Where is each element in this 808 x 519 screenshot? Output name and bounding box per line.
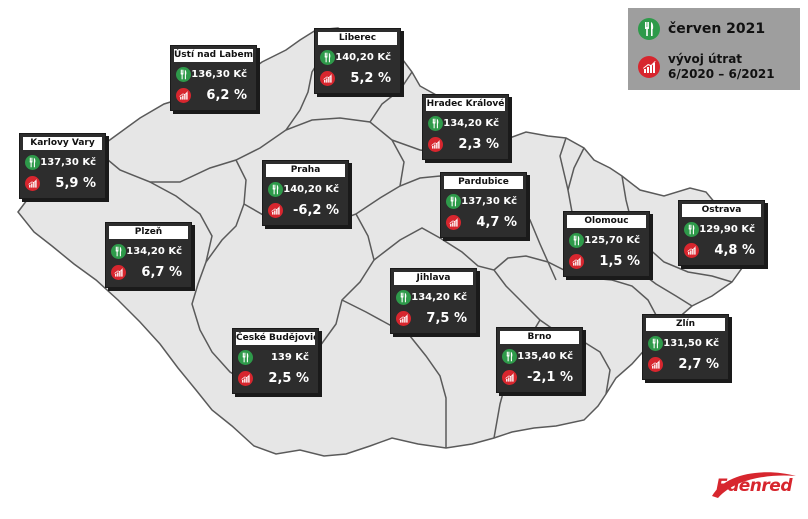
region-change: 5,2 % [350, 71, 391, 86]
legend-change-label: vývoj útrat [668, 52, 743, 66]
region-change: 2,5 % [268, 371, 309, 386]
region-name: Ostrava [682, 204, 761, 217]
region-price: 134,20 Kč [443, 118, 499, 129]
fork-knife-icon [428, 116, 443, 131]
bar-chart-icon [684, 243, 699, 258]
region-price: 125,70 Kč [584, 235, 640, 246]
region-price: 137,30 Kč [461, 196, 517, 207]
region-change: 2,7 % [678, 357, 719, 372]
region-price: 136,30 Kč [191, 69, 247, 80]
region-card: Jihlava 134,20 Kč 7,5 % [390, 268, 477, 334]
region-name: Olomouc [567, 215, 646, 228]
edenred-logo: Edenred [706, 466, 802, 508]
region-card: Ostrava 129,90 Kč 4,8 % [678, 200, 765, 266]
region-name: Karlovy Vary [23, 137, 102, 150]
region-card: Hradec Králové 134,20 Kč 2,3 % [422, 94, 509, 160]
region-change: 5,9 % [55, 176, 96, 191]
bar-chart-icon [268, 203, 283, 218]
region-card: Ústí nad Labem 136,30 Kč 6,2 % [170, 45, 257, 111]
region-card: Zlín 131,50 Kč 2,7 % [642, 314, 729, 380]
region-price: 134,20 Kč [126, 246, 182, 257]
region-price: 134,20 Kč [411, 292, 467, 303]
fork-knife-icon [638, 18, 660, 40]
region-price: 139 Kč [270, 352, 309, 363]
bar-chart-icon [396, 311, 411, 326]
bar-chart-icon [648, 357, 663, 372]
region-change: 7,5 % [426, 311, 467, 326]
region-card: Karlovy Vary 137,30 Kč 5,9 % [19, 133, 106, 199]
region-name: Liberec [318, 32, 397, 45]
region-name: Praha [266, 164, 345, 177]
fork-knife-icon [268, 182, 283, 197]
region-card: České Budějovice 139 Kč 2,5 % [232, 328, 319, 394]
region-change: 6,7 % [141, 265, 182, 280]
bar-chart-icon [569, 254, 584, 269]
region-price: 140,20 Kč [283, 184, 339, 195]
region-change: -2,1 % [527, 370, 573, 385]
region-change: 1,5 % [599, 254, 640, 269]
fork-knife-icon [502, 349, 517, 364]
fork-knife-icon [25, 155, 40, 170]
bar-chart-icon [638, 56, 660, 78]
region-change: 4,8 % [714, 243, 755, 258]
fork-knife-icon [684, 222, 699, 237]
region-change: 4,7 % [476, 215, 517, 230]
bar-chart-icon [428, 137, 443, 152]
bar-chart-icon [176, 88, 191, 103]
region-name: České Budějovice [236, 332, 315, 345]
edenred-logo-text: Edenred [716, 476, 793, 496]
fork-knife-icon [320, 50, 335, 65]
region-change: -6,2 % [293, 203, 339, 218]
edenred-logo-swoosh [712, 472, 796, 498]
region-name: Hradec Králové [426, 98, 505, 111]
region-price: 137,30 Kč [40, 157, 96, 168]
region-change: 6,2 % [206, 88, 247, 103]
region-name: Ústí nad Labem [174, 49, 253, 62]
fork-knife-icon [569, 233, 584, 248]
region-change: 2,3 % [458, 137, 499, 152]
fork-knife-icon [396, 290, 411, 305]
bar-chart-icon [238, 371, 253, 386]
legend: červen 2021 vývoj útrat 6/2020 – 6/2021 [628, 8, 800, 90]
fork-knife-icon [176, 67, 191, 82]
region-card: Pardubice 137,30 Kč 4,7 % [440, 172, 527, 238]
bar-chart-icon [25, 176, 40, 191]
region-price: 135,40 Kč [517, 351, 573, 362]
fork-knife-icon [238, 350, 253, 365]
region-price: 140,20 Kč [335, 52, 391, 63]
bar-chart-icon [502, 370, 517, 385]
region-name: Zlín [646, 318, 725, 331]
region-card: Olomouc 125,70 Kč 1,5 % [563, 211, 650, 277]
fork-knife-icon [111, 244, 126, 259]
bar-chart-icon [320, 71, 335, 86]
fork-knife-icon [648, 336, 663, 351]
region-price: 129,90 Kč [699, 224, 755, 235]
bar-chart-icon [111, 265, 126, 280]
legend-period-label: 6/2020 – 6/2021 [668, 67, 775, 81]
bar-chart-icon [446, 215, 461, 230]
legend-month-label: červen 2021 [668, 21, 766, 37]
region-name: Jihlava [394, 272, 473, 285]
region-price: 131,50 Kč [663, 338, 719, 349]
region-name: Plzeň [109, 226, 188, 239]
region-card: Liberec 140,20 Kč 5,2 % [314, 28, 401, 94]
fork-knife-icon [446, 194, 461, 209]
region-name: Brno [500, 331, 579, 344]
region-card: Brno 135,40 Kč -2,1 % [496, 327, 583, 393]
region-name: Pardubice [444, 176, 523, 189]
region-card: Plzeň 134,20 Kč 6,7 % [105, 222, 192, 288]
region-card: Praha 140,20 Kč -6,2 % [262, 160, 349, 226]
